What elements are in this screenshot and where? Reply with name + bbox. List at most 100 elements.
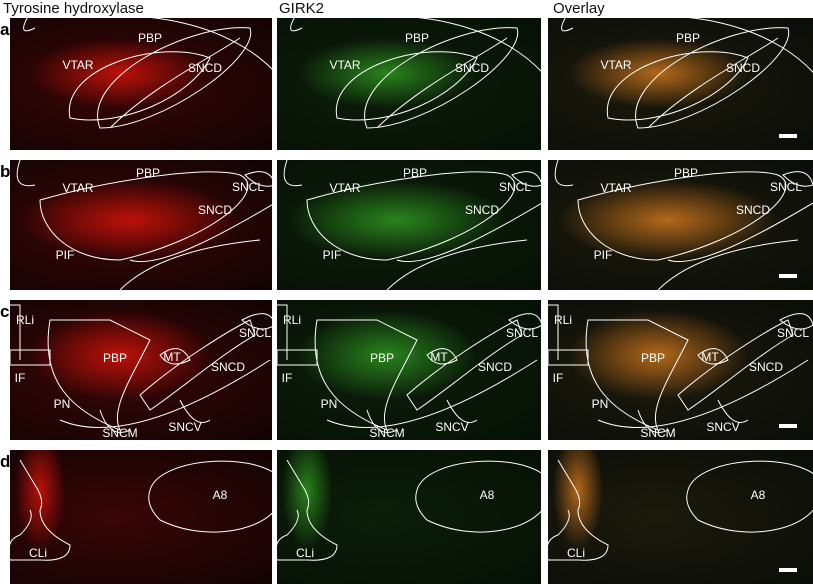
image-panel: A8 CLi — [277, 450, 541, 584]
region-label: SNCD — [197, 203, 233, 217]
region-label: PN — [320, 397, 338, 411]
region-outline — [23, 18, 272, 129]
region-label: RLi — [553, 313, 573, 327]
scale-bar — [779, 568, 797, 572]
region-outline — [16, 160, 272, 290]
outline — [283, 160, 541, 290]
region-label: SNCD — [187, 61, 223, 75]
region-outline — [554, 160, 813, 290]
row-letter: a — [0, 20, 10, 39]
region-outline — [290, 18, 541, 129]
region-label: IF — [552, 371, 564, 385]
region-label: SNCL — [505, 326, 539, 340]
region-label: SNCM — [102, 426, 138, 440]
image-panel: VTAR PBP SNCD — [277, 18, 541, 150]
region-outline — [561, 18, 813, 129]
region-label: SNCV — [168, 420, 202, 434]
column-header: Tyrosine hydroxylase — [3, 0, 144, 17]
region-outline — [277, 459, 541, 561]
region-label: VTAR — [329, 181, 361, 195]
region-label: PBP — [675, 31, 701, 45]
region-label: PN — [591, 397, 609, 411]
region-label: PBP — [135, 166, 161, 180]
region-label: PBP — [640, 351, 666, 365]
image-panel: RLi PBP MT SNCL SNCD IF PN SNCM SNCV — [10, 300, 272, 440]
region-label: SNCD — [477, 360, 513, 374]
region-label: A8 — [212, 488, 228, 502]
region-label: RLi — [282, 313, 302, 327]
image-panel: RLi PBP MT SNCL SNCD IF PN SNCM SNCV — [548, 300, 813, 440]
region-label: PN — [53, 397, 71, 411]
scale-bar — [779, 274, 797, 278]
outline — [561, 18, 813, 129]
outline — [277, 459, 541, 561]
region-label: VTAR — [600, 58, 632, 72]
image-panel: VTAR PBP SNCL SNCD PIF — [10, 160, 272, 290]
region-label: SNCD — [735, 203, 771, 217]
region-label: PBP — [404, 31, 430, 45]
region-label: SNCM — [369, 426, 405, 440]
region-label: SNCL — [769, 180, 803, 194]
region-label: SNCM — [640, 426, 676, 440]
region-label: IF — [14, 371, 26, 385]
region-label: MT — [430, 350, 448, 364]
region-label: RLi — [15, 313, 35, 327]
region-outline — [283, 160, 541, 290]
image-panel: VTAR PBP SNCL SNCD PIF — [277, 160, 541, 290]
region-label: A8 — [750, 488, 766, 502]
region-label: PIF — [322, 248, 342, 262]
region-outline — [10, 304, 272, 433]
region-label: MT — [701, 350, 719, 364]
region-label: PIF — [593, 248, 613, 262]
image-panel: A8 CLi — [10, 450, 272, 584]
image-panel: A8 CLi — [548, 450, 813, 584]
region-label: SNCD — [464, 203, 500, 217]
region-label: SNCD — [725, 61, 761, 75]
region-label: PBP — [369, 351, 395, 365]
image-panel: RLi PBP MT SNCL SNCD IF PN SNCM SNCV — [277, 300, 541, 440]
outline — [10, 459, 272, 561]
region-label: PIF — [55, 248, 75, 262]
image-panel: VTAR PBP SNCD — [10, 18, 272, 150]
outline — [554, 160, 813, 290]
region-outline — [548, 304, 813, 433]
region-label: VTAR — [62, 181, 94, 195]
region-label: PBP — [673, 166, 699, 180]
region-label: VTAR — [600, 181, 632, 195]
outline — [23, 18, 272, 129]
outline — [277, 304, 541, 433]
region-label: VTAR — [62, 58, 94, 72]
outline — [16, 160, 272, 290]
region-outline — [10, 459, 272, 561]
scale-bar — [779, 134, 797, 138]
region-label: SNCV — [706, 420, 740, 434]
region-label: SNCL — [238, 326, 272, 340]
region-label: VTAR — [329, 58, 361, 72]
region-label: SNCD — [748, 360, 784, 374]
region-label: SNCD — [210, 360, 246, 374]
region-label: CLi — [566, 546, 586, 560]
column-header: GIRK2 — [279, 0, 325, 17]
outline — [10, 304, 272, 433]
outline — [290, 18, 541, 129]
region-label: PBP — [137, 31, 163, 45]
region-label: PBP — [402, 166, 428, 180]
row-letter: d — [0, 452, 11, 471]
image-panel: VTAR PBP SNCD — [548, 18, 813, 150]
row-letter: b — [0, 162, 11, 181]
region-label: CLi — [295, 546, 315, 560]
region-label: A8 — [479, 488, 495, 502]
scale-bar — [779, 424, 797, 428]
row-letter: c — [0, 302, 10, 321]
region-label: SNCV — [435, 420, 469, 434]
region-label: PBP — [102, 351, 128, 365]
image-panel: VTAR PBP SNCL SNCD PIF — [548, 160, 813, 290]
region-label: SNCL — [231, 180, 265, 194]
region-label: SNCL — [776, 326, 810, 340]
region-label: SNCL — [498, 180, 532, 194]
region-label: SNCD — [454, 61, 490, 75]
region-label: CLi — [28, 546, 48, 560]
region-label: IF — [281, 371, 293, 385]
outline — [548, 304, 813, 433]
